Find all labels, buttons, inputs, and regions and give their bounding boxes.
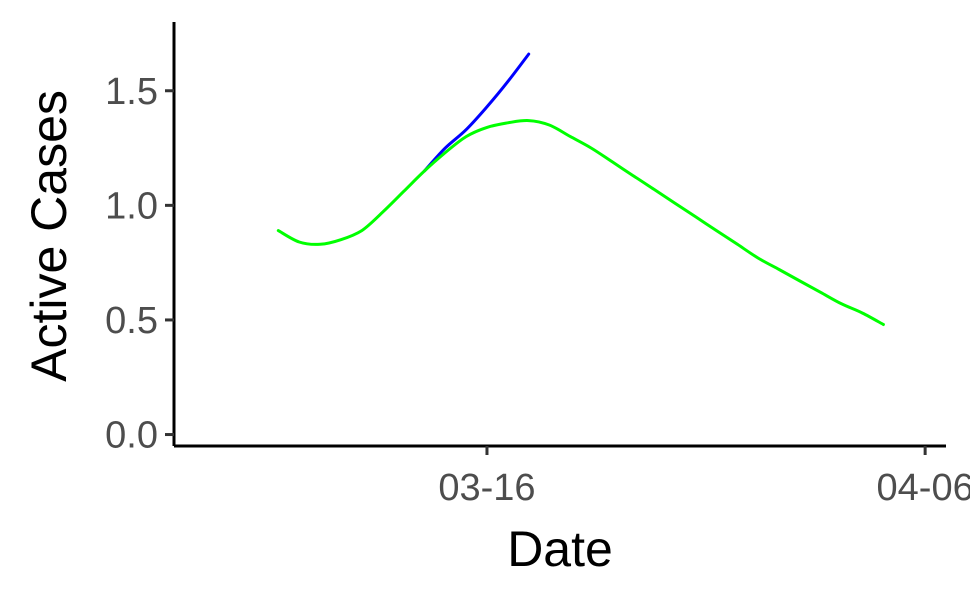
axis-layer <box>172 22 946 448</box>
y-tick-label: 1.0 <box>105 185 158 227</box>
y-tick-label: 1.5 <box>105 71 158 113</box>
y-tick-label: 0.0 <box>105 415 158 457</box>
y-axis-title: Active Cases <box>21 90 77 382</box>
series-line-2 <box>276 119 885 326</box>
x-tick-label: 04-06 <box>877 467 970 509</box>
x-axis-title: Date <box>507 521 613 577</box>
series-layer <box>276 52 885 326</box>
series-line-1 <box>422 52 531 173</box>
y-axis-ticks: 0.0 0.5 1.0 1.5 <box>105 71 174 457</box>
x-axis-ticks: 03-16 04-06 <box>438 446 970 509</box>
y-tick-label: 0.5 <box>105 300 158 342</box>
x-tick-label: 03-16 <box>438 467 535 509</box>
